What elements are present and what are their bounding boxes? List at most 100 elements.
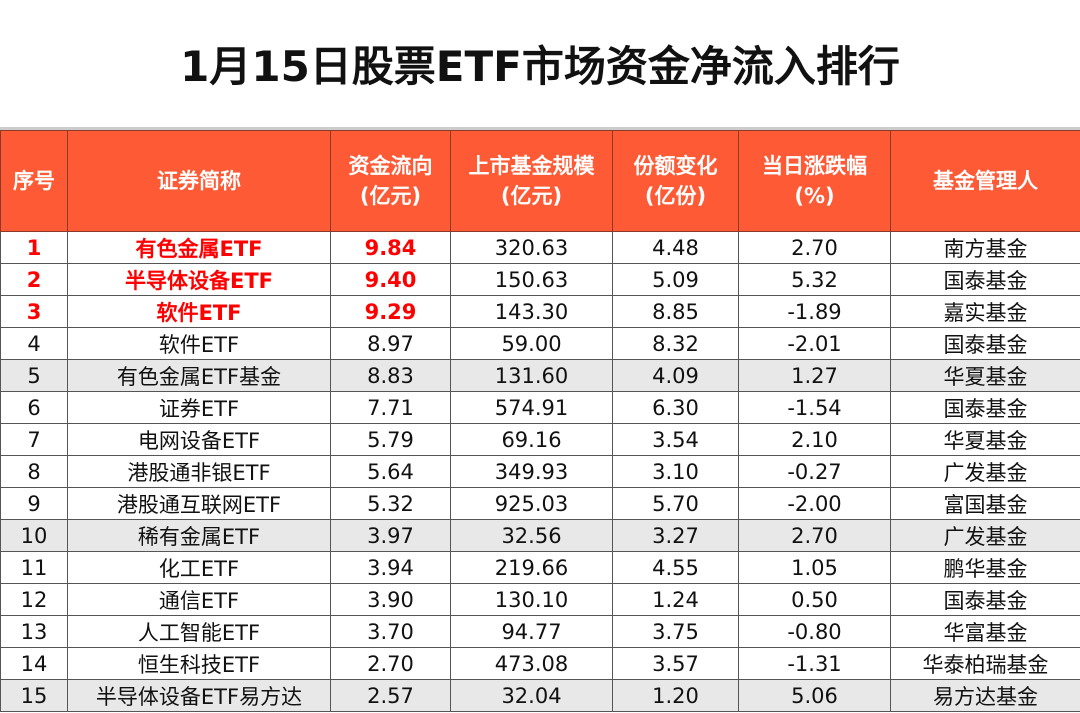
cell-net-inflow: 9.84 bbox=[330, 231, 451, 264]
column-header-net-inflow: 资金流向 (亿元) bbox=[330, 130, 451, 232]
cell-daily-change: -0.80 bbox=[738, 615, 891, 648]
cell-name: 半导体设备ETF易方达 bbox=[67, 679, 331, 712]
column-header-fund-size: 上市基金规模 (亿元) bbox=[450, 130, 613, 232]
cell-net-inflow: 9.29 bbox=[330, 295, 451, 328]
table-row: 12 通信ETF 3.90 130.10 1.24 0.50 国泰基金 bbox=[0, 583, 1080, 616]
cell-daily-change: 5.06 bbox=[738, 679, 891, 712]
cell-rank: 11 bbox=[0, 551, 68, 584]
cell-share-change: 4.55 bbox=[612, 551, 739, 584]
cell-name: 化工ETF bbox=[67, 551, 331, 584]
cell-manager: 鹏华基金 bbox=[890, 551, 1080, 584]
cell-manager: 南方基金 bbox=[890, 231, 1080, 264]
cell-share-change: 3.75 bbox=[612, 615, 739, 648]
cell-fund-size: 59.00 bbox=[450, 327, 613, 360]
table-row: 5 有色金属ETF基金 8.83 131.60 4.09 1.27 华夏基金 bbox=[0, 359, 1080, 392]
table-row: 8 港股通非银ETF 5.64 349.93 3.10 -0.27 广发基金 bbox=[0, 455, 1080, 488]
table-row: 11 化工ETF 3.94 219.66 4.55 1.05 鹏华基金 bbox=[0, 551, 1080, 584]
cell-daily-change: -2.00 bbox=[738, 487, 891, 520]
table-row: 13 人工智能ETF 3.70 94.77 3.75 -0.80 华富基金 bbox=[0, 615, 1080, 648]
cell-share-change: 8.32 bbox=[612, 327, 739, 360]
cell-fund-size: 131.60 bbox=[450, 359, 613, 392]
cell-manager: 国泰基金 bbox=[890, 327, 1080, 360]
table-row: 15 半导体设备ETF易方达 2.57 32.04 1.20 5.06 易方达基金 bbox=[0, 679, 1080, 712]
cell-share-change: 5.09 bbox=[612, 263, 739, 296]
cell-manager: 嘉实基金 bbox=[890, 295, 1080, 328]
cell-fund-size: 150.63 bbox=[450, 263, 613, 296]
cell-rank: 2 bbox=[0, 263, 68, 296]
cell-name: 电网设备ETF bbox=[67, 423, 331, 456]
cell-name: 通信ETF bbox=[67, 583, 331, 616]
cell-manager: 富国基金 bbox=[890, 487, 1080, 520]
cell-share-change: 4.48 bbox=[612, 231, 739, 264]
cell-manager: 华夏基金 bbox=[890, 423, 1080, 456]
column-header-name: 证券简称 bbox=[67, 130, 331, 232]
cell-manager: 广发基金 bbox=[890, 455, 1080, 488]
cell-net-inflow: 3.97 bbox=[330, 519, 451, 552]
column-header-manager: 基金管理人 bbox=[890, 130, 1080, 232]
cell-net-inflow: 3.94 bbox=[330, 551, 451, 584]
cell-manager: 国泰基金 bbox=[890, 391, 1080, 424]
cell-rank: 12 bbox=[0, 583, 68, 616]
cell-rank: 15 bbox=[0, 679, 68, 712]
cell-share-change: 5.70 bbox=[612, 487, 739, 520]
cell-fund-size: 349.93 bbox=[450, 455, 613, 488]
table-row: 7 电网设备ETF 5.79 69.16 3.54 2.10 华夏基金 bbox=[0, 423, 1080, 456]
cell-rank: 14 bbox=[0, 647, 68, 680]
cell-manager: 华夏基金 bbox=[890, 359, 1080, 392]
cell-manager: 华富基金 bbox=[890, 615, 1080, 648]
cell-share-change: 3.54 bbox=[612, 423, 739, 456]
page-title: 1月15日股票ETF市场资金净流入排行 bbox=[0, 0, 1080, 130]
cell-name: 证券ETF bbox=[67, 391, 331, 424]
cell-rank: 7 bbox=[0, 423, 68, 456]
table-row: 9 港股通互联网ETF 5.32 925.03 5.70 -2.00 富国基金 bbox=[0, 487, 1080, 520]
cell-name: 有色金属ETF基金 bbox=[67, 359, 331, 392]
column-header-rank: 序号 bbox=[0, 130, 68, 232]
cell-net-inflow: 5.79 bbox=[330, 423, 451, 456]
table-row: 10 稀有金属ETF 3.97 32.56 3.27 2.70 广发基金 bbox=[0, 519, 1080, 552]
cell-manager: 华泰柏瑞基金 bbox=[890, 647, 1080, 680]
table-row: 6 证券ETF 7.71 574.91 6.30 -1.54 国泰基金 bbox=[0, 391, 1080, 424]
cell-net-inflow: 7.71 bbox=[330, 391, 451, 424]
etf-ranking-table: 序号 证券简称 资金流向 (亿元) 上市基金规模 (亿元) 份额变化 (亿份) 当日涨跌幅… bbox=[0, 130, 1080, 712]
cell-rank: 13 bbox=[0, 615, 68, 648]
cell-net-inflow: 2.70 bbox=[330, 647, 451, 680]
cell-manager: 易方达基金 bbox=[890, 679, 1080, 712]
cell-daily-change: -1.54 bbox=[738, 391, 891, 424]
cell-net-inflow: 2.57 bbox=[330, 679, 451, 712]
cell-daily-change: 0.50 bbox=[738, 583, 891, 616]
column-header-share-change: 份额变化 (亿份) bbox=[612, 130, 739, 232]
cell-name: 港股通互联网ETF bbox=[67, 487, 331, 520]
cell-name: 软件ETF bbox=[67, 327, 331, 360]
cell-name: 稀有金属ETF bbox=[67, 519, 331, 552]
cell-fund-size: 574.91 bbox=[450, 391, 613, 424]
cell-name: 半导体设备ETF bbox=[67, 263, 331, 296]
cell-fund-size: 473.08 bbox=[450, 647, 613, 680]
cell-fund-size: 32.04 bbox=[450, 679, 613, 712]
cell-manager: 广发基金 bbox=[890, 519, 1080, 552]
table-row: 3 软件ETF 9.29 143.30 8.85 -1.89 嘉实基金 bbox=[0, 295, 1080, 328]
cell-net-inflow: 9.40 bbox=[330, 263, 451, 296]
table-row: 2 半导体设备ETF 9.40 150.63 5.09 5.32 国泰基金 bbox=[0, 263, 1080, 296]
cell-fund-size: 320.63 bbox=[450, 231, 613, 264]
column-header-daily-change: 当日涨跌幅 (%) bbox=[738, 130, 891, 232]
cell-share-change: 3.27 bbox=[612, 519, 739, 552]
cell-daily-change: -0.27 bbox=[738, 455, 891, 488]
cell-manager: 国泰基金 bbox=[890, 583, 1080, 616]
cell-fund-size: 32.56 bbox=[450, 519, 613, 552]
cell-net-inflow: 8.83 bbox=[330, 359, 451, 392]
cell-share-change: 1.24 bbox=[612, 583, 739, 616]
cell-fund-size: 925.03 bbox=[450, 487, 613, 520]
cell-name: 软件ETF bbox=[67, 295, 331, 328]
cell-rank: 8 bbox=[0, 455, 68, 488]
cell-rank: 1 bbox=[0, 231, 68, 264]
cell-daily-change: 1.27 bbox=[738, 359, 891, 392]
cell-net-inflow: 5.64 bbox=[330, 455, 451, 488]
cell-rank: 9 bbox=[0, 487, 68, 520]
cell-share-change: 3.10 bbox=[612, 455, 739, 488]
cell-daily-change: 1.05 bbox=[738, 551, 891, 584]
table-row: 4 软件ETF 8.97 59.00 8.32 -2.01 国泰基金 bbox=[0, 327, 1080, 360]
cell-fund-size: 94.77 bbox=[450, 615, 613, 648]
cell-share-change: 6.30 bbox=[612, 391, 739, 424]
cell-rank: 6 bbox=[0, 391, 68, 424]
cell-net-inflow: 3.90 bbox=[330, 583, 451, 616]
